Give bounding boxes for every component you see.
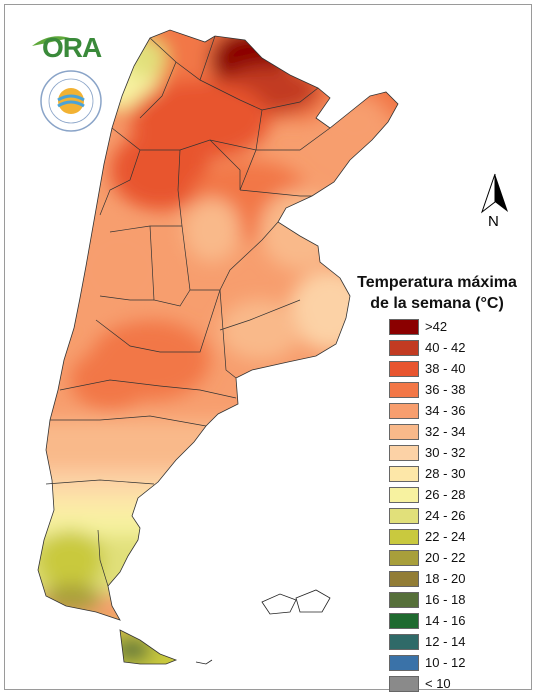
legend-label: 20 - 22 [425, 550, 466, 565]
smn-seal [40, 70, 102, 132]
legend-label: 34 - 36 [425, 403, 466, 418]
province-boundaries [45, 35, 331, 587]
legend-label: 36 - 38 [425, 382, 466, 397]
legend-swatch [389, 403, 419, 419]
legend-label: 18 - 20 [425, 571, 466, 586]
north-arrow [478, 172, 512, 230]
legend-swatch [389, 571, 419, 587]
country-outline [37, 29, 399, 665]
north-arrow-icon [480, 173, 508, 214]
legend-swatch [389, 655, 419, 671]
legend-label: 24 - 26 [425, 508, 466, 523]
legend-swatch [389, 424, 419, 440]
legend-swatch [389, 613, 419, 629]
legend-label: 10 - 12 [425, 655, 466, 670]
legend-swatch [389, 634, 419, 650]
legend-item: < 10 [389, 675, 529, 696]
legend-label: >42 [425, 319, 448, 334]
legend-item: 28 - 30 [389, 465, 529, 486]
legend-item: 20 - 22 [389, 549, 529, 570]
legend-item: 22 - 24 [389, 528, 529, 549]
legend-label: 12 - 14 [425, 634, 466, 649]
north-label: N [488, 213, 499, 230]
legend-label: 30 - 32 [425, 445, 466, 460]
ora-logo-text: ORA [42, 32, 102, 63]
legend-item: 12 - 14 [389, 633, 529, 654]
legend-label: 32 - 34 [425, 424, 466, 439]
legend-swatch [389, 445, 419, 461]
legend-item: >42 [389, 318, 529, 339]
legend-item: 18 - 20 [389, 570, 529, 591]
legend-swatch [389, 382, 419, 398]
ora-logo: ORA [30, 24, 110, 64]
legend-label: 40 - 42 [425, 340, 466, 355]
legend-item: 30 - 32 [389, 444, 529, 465]
legend: >42 40 - 42 38 - 40 36 - 38 34 - 36 32 - 34 30… [389, 318, 529, 696]
legend-swatch [389, 340, 419, 356]
legend-item: 26 - 28 [389, 486, 529, 507]
islands [195, 589, 331, 665]
legend-item: 38 - 40 [389, 360, 529, 381]
legend-swatch [389, 319, 419, 335]
legend-item: 24 - 26 [389, 507, 529, 528]
legend-item: 40 - 42 [389, 339, 529, 360]
legend-item: 32 - 34 [389, 423, 529, 444]
legend-item: 14 - 16 [389, 612, 529, 633]
legend-swatch [389, 592, 419, 608]
smn-seal-icon [40, 70, 102, 132]
legend-item: 34 - 36 [389, 402, 529, 423]
legend-item: 16 - 18 [389, 591, 529, 612]
legend-item: 36 - 38 [389, 381, 529, 402]
legend-label: 16 - 18 [425, 592, 466, 607]
legend-swatch [389, 529, 419, 545]
legend-title-line1: Temperatura máxima [357, 274, 517, 291]
legend-item: 10 - 12 [389, 654, 529, 675]
legend-swatch [389, 466, 419, 482]
legend-swatch [389, 487, 419, 503]
legend-label: < 10 [425, 676, 451, 691]
leaf-icon [32, 36, 70, 46]
legend-label: 28 - 30 [425, 466, 466, 481]
legend-swatch [389, 676, 419, 692]
legend-swatch [389, 550, 419, 566]
legend-label: 22 - 24 [425, 529, 466, 544]
legend-label: 14 - 16 [425, 613, 466, 628]
legend-label: 38 - 40 [425, 361, 466, 376]
legend-title-line2: de la semana (°C) [370, 295, 504, 312]
legend-swatch [389, 508, 419, 524]
legend-swatch [389, 361, 419, 377]
legend-title: Temperatura máxima de la semana (°C) [342, 272, 532, 314]
legend-label: 26 - 28 [425, 487, 466, 502]
